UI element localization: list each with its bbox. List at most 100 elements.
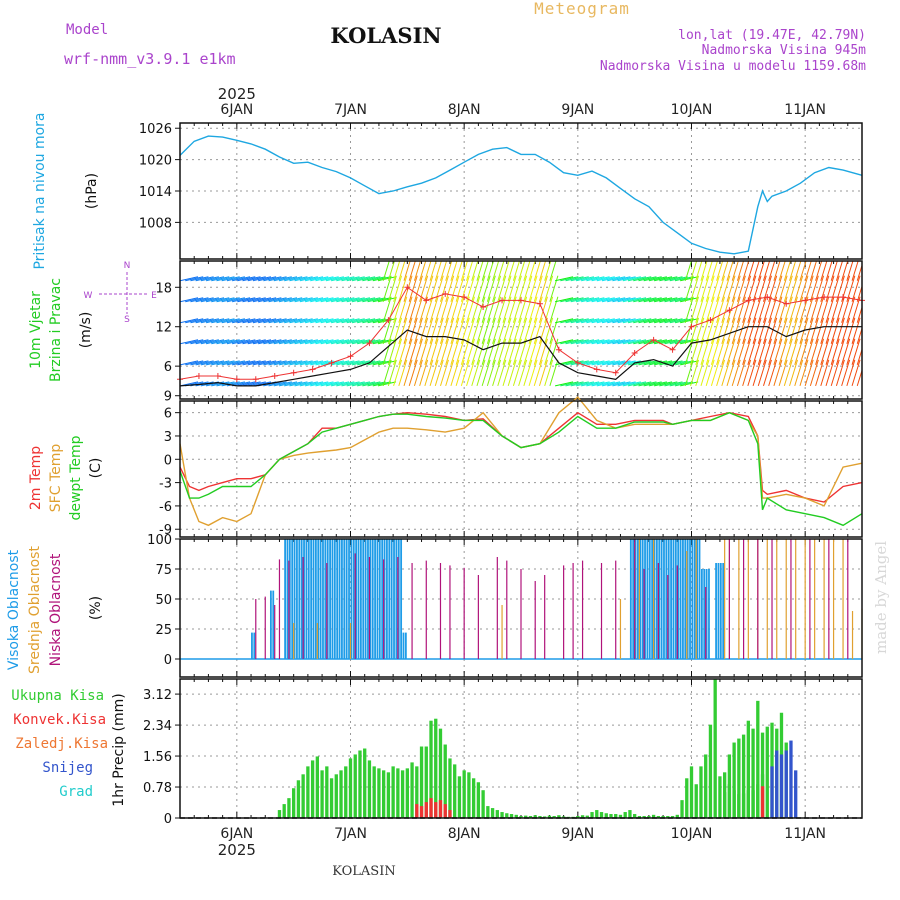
total-rain-bar (486, 806, 490, 818)
wind-arrow (674, 276, 694, 282)
wind-arrow (357, 297, 376, 303)
wind-arrow (716, 338, 726, 365)
wind-arrow (231, 297, 251, 303)
wind-arrow (565, 297, 584, 303)
wind-arrow (273, 339, 292, 345)
wind-arrow (247, 360, 266, 366)
wind-gust-marker (802, 297, 809, 304)
wind-arrow (403, 275, 413, 302)
wind-arrow (518, 261, 526, 281)
total-rain-bar (590, 812, 594, 818)
wind-arrow (757, 317, 767, 344)
wind-arrow (825, 317, 835, 344)
wind-arrow (393, 296, 403, 323)
dir-w: W (84, 291, 93, 301)
wind-arrow (299, 360, 318, 366)
wind-arrow (434, 275, 444, 302)
snow-bar (789, 740, 793, 818)
day-label-bottom: 7JAN (334, 826, 367, 842)
wind-arrow (742, 317, 752, 344)
wind-arrow (445, 317, 455, 344)
total-rain-bar (675, 814, 679, 818)
wind-arrow (680, 276, 699, 282)
wind-arrow (799, 359, 809, 387)
wind-gust-marker (650, 336, 657, 343)
total-rain-bar (277, 810, 282, 818)
wind-arrow (434, 261, 442, 281)
wind-arrow (211, 297, 230, 303)
wind-arrow (299, 318, 318, 324)
wind-arrow (294, 318, 313, 324)
total-rain-bar (301, 774, 305, 818)
wind-arrow (538, 275, 548, 302)
wind-arrow (773, 261, 781, 281)
wind-arrow (710, 359, 720, 387)
wind-arrow (289, 297, 308, 303)
wind-arrow (721, 317, 731, 344)
wind-arrow (659, 360, 678, 366)
wind-arrow (424, 338, 434, 365)
high-cloud-bar (300, 539, 303, 659)
wind-arrow (736, 317, 746, 344)
wind-arrow (387, 317, 397, 344)
wind-arrow (455, 359, 465, 387)
wind-arrow (773, 275, 783, 302)
wind-arrow (596, 339, 615, 345)
total-rain-bar (642, 816, 646, 818)
wind-arrow (518, 338, 528, 365)
wind-arrow (362, 318, 381, 324)
wind-arrow (278, 360, 298, 366)
total-rain-bar (547, 815, 552, 818)
wind-arrow (419, 317, 429, 344)
conv-rain-bar (419, 806, 424, 818)
wind-arrow (330, 297, 350, 303)
wind-arrow (533, 359, 543, 387)
day-label-top: 6JAN (220, 102, 253, 118)
high-cloud-bar (307, 539, 310, 659)
wind-gust-marker (631, 350, 638, 356)
wind-arrow (622, 297, 641, 303)
total-rain-bar (282, 804, 286, 818)
wind-gust-marker (442, 290, 449, 297)
wind-arrow (284, 339, 303, 345)
wind-arrow (804, 338, 814, 365)
total-rain-bar (415, 766, 419, 818)
wind-arrow (455, 317, 465, 344)
wind-arrow (398, 275, 408, 302)
wind-arrow (497, 275, 507, 302)
pressure-panel: 1026 1020 1014 1008 (139, 122, 863, 260)
cloud-axis-label-low: Niska Oblacnost (48, 553, 64, 666)
high-cloud-bar (341, 539, 343, 659)
total-rain-bar (509, 814, 514, 818)
total-rain-bar (424, 746, 428, 818)
wind-arrow (221, 360, 240, 366)
y-tick-label: 3 (164, 430, 172, 445)
total-rain-bar (704, 754, 708, 818)
y-tick-label: 50 (155, 593, 172, 608)
wind-arrow (830, 359, 840, 387)
wind-arrow (581, 318, 600, 324)
wind-arrow (835, 338, 845, 365)
wind-arrow (586, 318, 605, 324)
high-cloud-bar (298, 539, 301, 659)
wind-arrow (325, 318, 344, 324)
wind-arrow (278, 297, 298, 303)
wind-arrow (684, 359, 694, 387)
wind-arrow (533, 338, 543, 365)
wind-arrow (523, 338, 533, 365)
wind-arrow (747, 261, 755, 281)
day-label-bottom: 10JAN (671, 826, 713, 842)
wind-arrow (799, 338, 809, 365)
wind-arrow (200, 297, 219, 303)
wind-arrow (486, 338, 496, 365)
wind-arrow (684, 296, 694, 323)
wind-arrow (528, 296, 538, 323)
wind-arrow (336, 381, 355, 387)
wind-arrow (747, 296, 757, 323)
wind-arrow (570, 297, 589, 303)
wind-arrow (216, 318, 235, 324)
wind-arrow (492, 338, 502, 365)
high-cloud-bar (348, 539, 350, 659)
wind-arrow (596, 318, 615, 324)
wind-arrow (481, 359, 491, 387)
